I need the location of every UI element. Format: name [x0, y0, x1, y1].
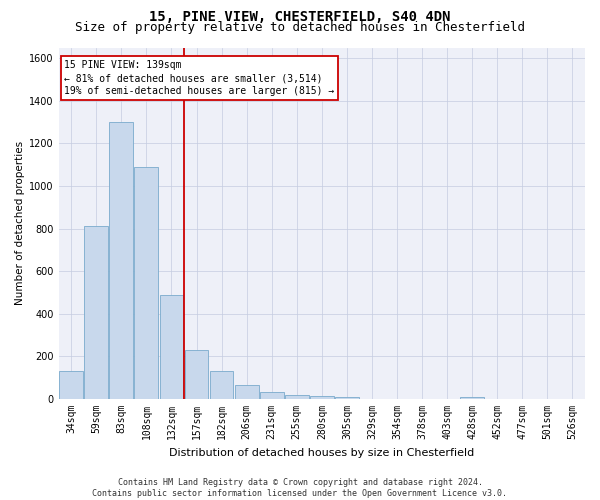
- Text: 15 PINE VIEW: 139sqm
← 81% of detached houses are smaller (3,514)
19% of semi-de: 15 PINE VIEW: 139sqm ← 81% of detached h…: [64, 60, 334, 96]
- X-axis label: Distribution of detached houses by size in Chesterfield: Distribution of detached houses by size …: [169, 448, 475, 458]
- Bar: [235, 385, 259, 399]
- Bar: [160, 294, 184, 399]
- Bar: [134, 167, 158, 399]
- Bar: [260, 392, 284, 399]
- Bar: [85, 226, 108, 399]
- Text: Size of property relative to detached houses in Chesterfield: Size of property relative to detached ho…: [75, 22, 525, 35]
- Bar: [109, 122, 133, 399]
- Bar: [310, 396, 334, 399]
- Bar: [335, 397, 359, 399]
- Text: 15, PINE VIEW, CHESTERFIELD, S40 4DN: 15, PINE VIEW, CHESTERFIELD, S40 4DN: [149, 10, 451, 24]
- Bar: [285, 395, 308, 399]
- Bar: [460, 397, 484, 399]
- Bar: [185, 350, 208, 399]
- Y-axis label: Number of detached properties: Number of detached properties: [15, 141, 25, 306]
- Bar: [59, 372, 83, 399]
- Text: Contains HM Land Registry data © Crown copyright and database right 2024.
Contai: Contains HM Land Registry data © Crown c…: [92, 478, 508, 498]
- Bar: [209, 372, 233, 399]
